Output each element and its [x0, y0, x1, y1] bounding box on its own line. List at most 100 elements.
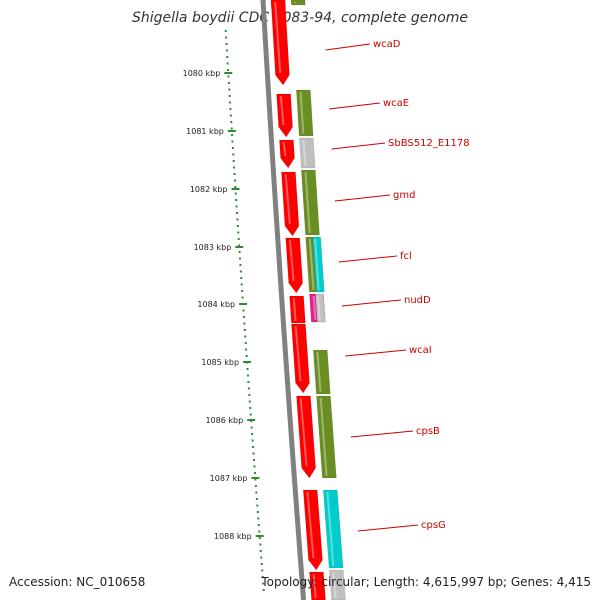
gene-label: cpsB: [416, 426, 440, 437]
tick-dot: [229, 101, 232, 104]
tick-dot: [262, 582, 265, 585]
tick-dot: [255, 491, 258, 494]
gene-label: nudD: [404, 295, 431, 306]
tick-dot: [259, 550, 262, 552]
kbp-label: 1083 kbp: [194, 243, 232, 252]
tick-dot: [248, 394, 251, 396]
tick-dot: [243, 322, 246, 325]
track-feature-highlight: [299, 91, 305, 135]
tick-dot: [239, 270, 242, 273]
gene-leader: [334, 194, 391, 202]
tick-dot: [240, 277, 243, 279]
tick-dot: [233, 173, 236, 175]
tick-dot: [237, 238, 240, 240]
tick-dot: [256, 511, 259, 513]
tick-dot: [239, 264, 242, 266]
gene-features: [270, 0, 346, 600]
track-feature: [315, 293, 326, 323]
tick-dot: [230, 121, 233, 123]
kbp-label: 1087 kbp: [210, 474, 248, 483]
tick-dot: [245, 355, 248, 357]
tick-dot: [257, 524, 260, 526]
cds-feature: [289, 295, 306, 324]
tick-dot: [249, 413, 252, 416]
tick-dot: [232, 153, 235, 156]
tick-dot: [262, 589, 265, 591]
tick-dot: [235, 199, 238, 201]
tick-dot: [232, 160, 235, 162]
tick-dot: [251, 433, 254, 435]
tick-dot: [248, 400, 251, 403]
tick-dot: [260, 556, 263, 559]
accession-text: Accession: NC_010658: [9, 575, 146, 589]
track-feature: [316, 395, 337, 479]
cds-feature-highlight: [282, 141, 287, 157]
tick-dot: [244, 335, 247, 338]
tick-dot: [249, 407, 252, 409]
cds-feature-highlight: [306, 491, 315, 559]
tick-dot: [231, 134, 234, 136]
cds-feature: [270, 0, 290, 86]
gene-leader: [350, 430, 414, 438]
track-feature: [312, 349, 331, 395]
track-feature-highlight: [302, 139, 307, 167]
cds-feature-highlight: [279, 95, 285, 126]
tick-dot: [229, 114, 232, 117]
tick-dot: [233, 166, 236, 169]
tick-dot: [245, 348, 248, 351]
cds-feature: [309, 571, 326, 600]
track-feature-highlight: [316, 295, 321, 321]
tick-dot: [236, 225, 239, 227]
tick-dot: [261, 569, 264, 572]
tick-dot: [227, 75, 230, 78]
map-title: Shigella boydii CDC 3083-94, complete ge…: [131, 10, 469, 26]
kbp-label: 1080 kbp: [183, 69, 221, 78]
tick-dot: [252, 452, 255, 455]
track-feature: [296, 89, 314, 137]
tick-dot: [252, 459, 255, 461]
tick-dot: [234, 186, 237, 188]
track-feature: [290, 0, 306, 6]
tick-dot: [224, 30, 227, 32]
cds-feature-highlight: [312, 573, 317, 599]
gene-label: SbBS512_E1178: [388, 138, 470, 149]
gene-label: cpsG: [421, 520, 446, 531]
tick-dot: [238, 244, 241, 247]
tick-dot: [252, 446, 255, 448]
cds-feature: [291, 323, 310, 394]
tick-dot: [256, 504, 259, 507]
tick-dot: [242, 316, 245, 318]
tick-dot: [237, 231, 240, 234]
tick-dot: [255, 498, 258, 500]
gene-leader: [338, 255, 398, 263]
gene-leader: [325, 43, 371, 51]
gene-leader: [341, 299, 402, 307]
kbp-label: 1081 kbp: [186, 127, 224, 136]
gene-leader: [357, 524, 419, 532]
tick-dot: [254, 478, 257, 481]
tick-dot: [241, 290, 244, 292]
track-feature: [328, 569, 346, 600]
backbone-line: [260, 0, 307, 600]
tick-dot: [246, 368, 249, 370]
track-feature-highlight: [312, 295, 317, 321]
tick-dot: [238, 251, 241, 253]
cds-feature: [285, 237, 303, 294]
tick-dot: [258, 537, 261, 539]
tick-dot: [251, 439, 254, 442]
tick-dot: [225, 43, 228, 45]
tick-dot: [247, 387, 250, 390]
tick-dot: [259, 543, 262, 546]
tick-dot: [228, 88, 231, 91]
tick-dot: [260, 563, 263, 565]
kbp-label: 1088 kbp: [214, 532, 252, 541]
gene-label: wcaI: [409, 345, 432, 356]
kbp-label: 1086 kbp: [205, 416, 243, 425]
track-feature-highlight: [332, 571, 337, 599]
track-feature-highlight: [314, 238, 320, 291]
tick-dot: [230, 127, 233, 130]
cds-feature-highlight: [292, 297, 297, 322]
tick-dot: [226, 56, 229, 58]
